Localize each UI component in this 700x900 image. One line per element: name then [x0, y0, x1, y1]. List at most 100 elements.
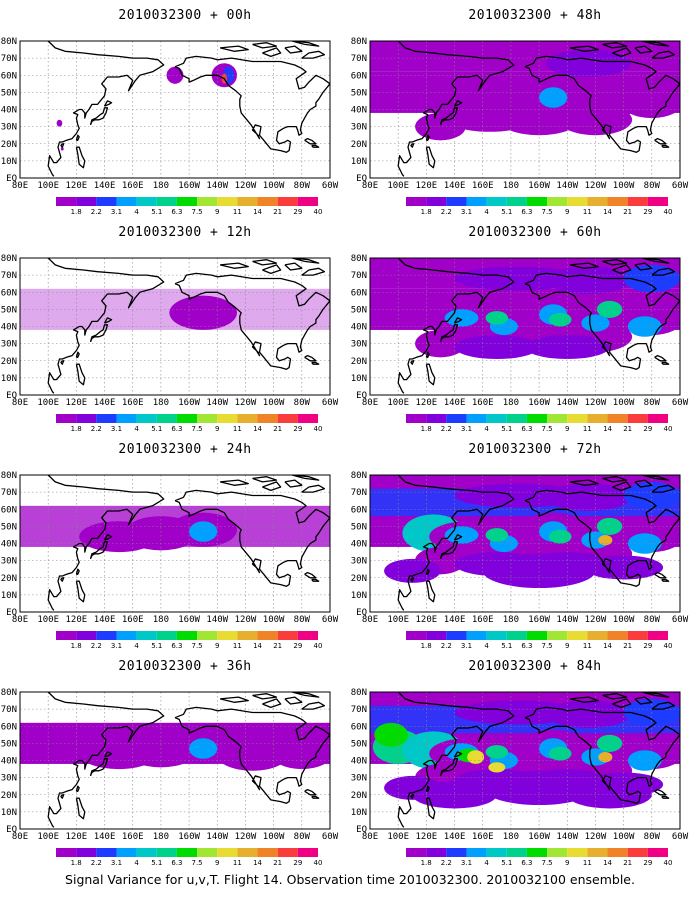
lon-label: 100E	[387, 181, 409, 191]
colorbar: 1.8 2.2 3.1 4 5.1 6.3 7.5 9 11 14 21 29 40	[56, 197, 322, 216]
lat-label: 70N	[1, 271, 17, 281]
colorbar-swatch	[466, 848, 487, 857]
lon-label: 60W	[672, 832, 689, 842]
colorbar-swatch	[297, 848, 318, 857]
lat-label: 60N	[351, 505, 367, 515]
colorbar-swatch	[506, 631, 527, 640]
lon-label: 160W	[528, 181, 550, 191]
colorbar-label: 4	[484, 208, 489, 216]
lon-label: 100E	[37, 832, 59, 842]
lon-label: 80W	[644, 398, 661, 408]
colorbar-label: 40	[664, 208, 673, 216]
lat-label: 80N	[351, 37, 367, 47]
lon-label: 100E	[387, 832, 409, 842]
colorbar-swatch	[486, 197, 507, 206]
lat-label: 70N	[351, 54, 367, 64]
colorbar-label: 29	[293, 642, 302, 650]
lat-label: 60N	[1, 71, 17, 81]
colorbar-label: 1.8	[71, 642, 82, 650]
panel-60h: 2010032300 + 60h 80N 70N 60N 50N 40N 30N 20N 10…	[351, 225, 700, 440]
colorbar-label: 29	[293, 859, 302, 867]
panel-title: 2010032300 + 72h	[468, 442, 602, 457]
lon-label: 60W	[322, 398, 339, 408]
coastlines	[397, 475, 680, 611]
lat-label: 40N	[1, 106, 17, 116]
lon-label: 180	[503, 615, 519, 625]
variance-patch	[546, 700, 631, 728]
lat-label: 50N	[351, 305, 367, 315]
lat-label: 50N	[351, 522, 367, 532]
colorbar-label: 5.1	[151, 642, 162, 650]
variance-shading	[20, 722, 330, 771]
colorbar-label: 6.3	[521, 642, 532, 650]
colorbar-label: 6.3	[171, 208, 182, 216]
colorbar-swatch	[426, 197, 447, 206]
lat-label: 30N	[351, 774, 367, 784]
colorbar-label: 29	[643, 208, 652, 216]
colorbar-label: 3.1	[111, 642, 122, 650]
colorbar-label: 2.2	[441, 208, 452, 216]
lon-label: 180	[153, 398, 169, 408]
lon-label: 120E	[416, 398, 438, 408]
variance-shading	[20, 288, 330, 330]
lon-label: 180	[153, 615, 169, 625]
variance-shading	[370, 41, 680, 141]
coastlines	[47, 258, 330, 394]
colorbar-swatch	[197, 414, 218, 423]
lon-label: 120W	[585, 181, 607, 191]
colorbar-label: 7.5	[192, 425, 203, 433]
colorbar-swatch	[176, 631, 198, 640]
lon-label: 140E	[94, 398, 116, 408]
colorbar-swatch	[526, 197, 548, 206]
colorbar-swatch	[116, 414, 137, 423]
colorbar-label: 4	[134, 642, 139, 650]
lon-label: 80W	[644, 615, 661, 625]
colorbar-swatch	[607, 631, 628, 640]
variance-patch	[189, 521, 218, 542]
lat-label: EQ	[6, 825, 17, 835]
colorbar-swatch	[136, 197, 157, 206]
lat-label: 40N	[351, 323, 367, 333]
colorbar-swatch	[297, 631, 318, 640]
panel-title: 2010032300 + 00h	[118, 8, 252, 23]
lon-label: 160E	[472, 615, 494, 625]
colorbar-swatch	[136, 631, 157, 640]
colorbar-swatch	[176, 414, 198, 423]
lon-label: 100W	[613, 615, 635, 625]
lat-label: 60N	[1, 722, 17, 732]
colorbar-label: 2.2	[91, 642, 102, 650]
colorbar-swatch	[526, 631, 548, 640]
colorbar-swatch	[547, 848, 568, 857]
lon-label: 120W	[585, 615, 607, 625]
lon-label: 120E	[416, 181, 438, 191]
colorbar-swatch	[526, 848, 548, 857]
map-frame	[369, 474, 681, 613]
colorbar-swatch	[446, 197, 467, 206]
lat-label: 20N	[351, 140, 367, 150]
lon-label: 160E	[122, 181, 144, 191]
lon-label: 80W	[294, 832, 311, 842]
lat-label: EQ	[356, 391, 367, 401]
coastlines	[47, 475, 330, 611]
colorbar-swatch	[136, 414, 157, 423]
variance-patch	[548, 312, 572, 327]
colorbar-swatch	[197, 631, 218, 640]
colorbar-label: 5.1	[501, 642, 512, 650]
colorbar-swatch	[506, 848, 527, 857]
colorbar-label: 9	[565, 642, 569, 650]
lat-label: 40N	[351, 757, 367, 767]
panel-title: 2010032300 + 24h	[118, 442, 252, 457]
lon-label: 160E	[472, 398, 494, 408]
colorbar-label: 4	[484, 425, 489, 433]
panel-12h: 2010032300 + 12h 80N 70N 60N 50N 40N 30N 20N 10…	[1, 225, 350, 440]
lon-label: 160E	[472, 181, 494, 191]
colorbar-label: 40	[664, 425, 673, 433]
variance-patch	[596, 300, 623, 318]
coastlines	[47, 692, 330, 828]
panel-36h: 2010032300 + 36h 80N 70N 60N 50N 40N 30N 20N 10…	[1, 659, 350, 874]
colorbar-label: 5.1	[501, 859, 512, 867]
lon-label: 100W	[263, 615, 285, 625]
variance-patch	[189, 738, 218, 759]
colorbar-label: 21	[623, 425, 632, 433]
lon-label: 80W	[294, 398, 311, 408]
